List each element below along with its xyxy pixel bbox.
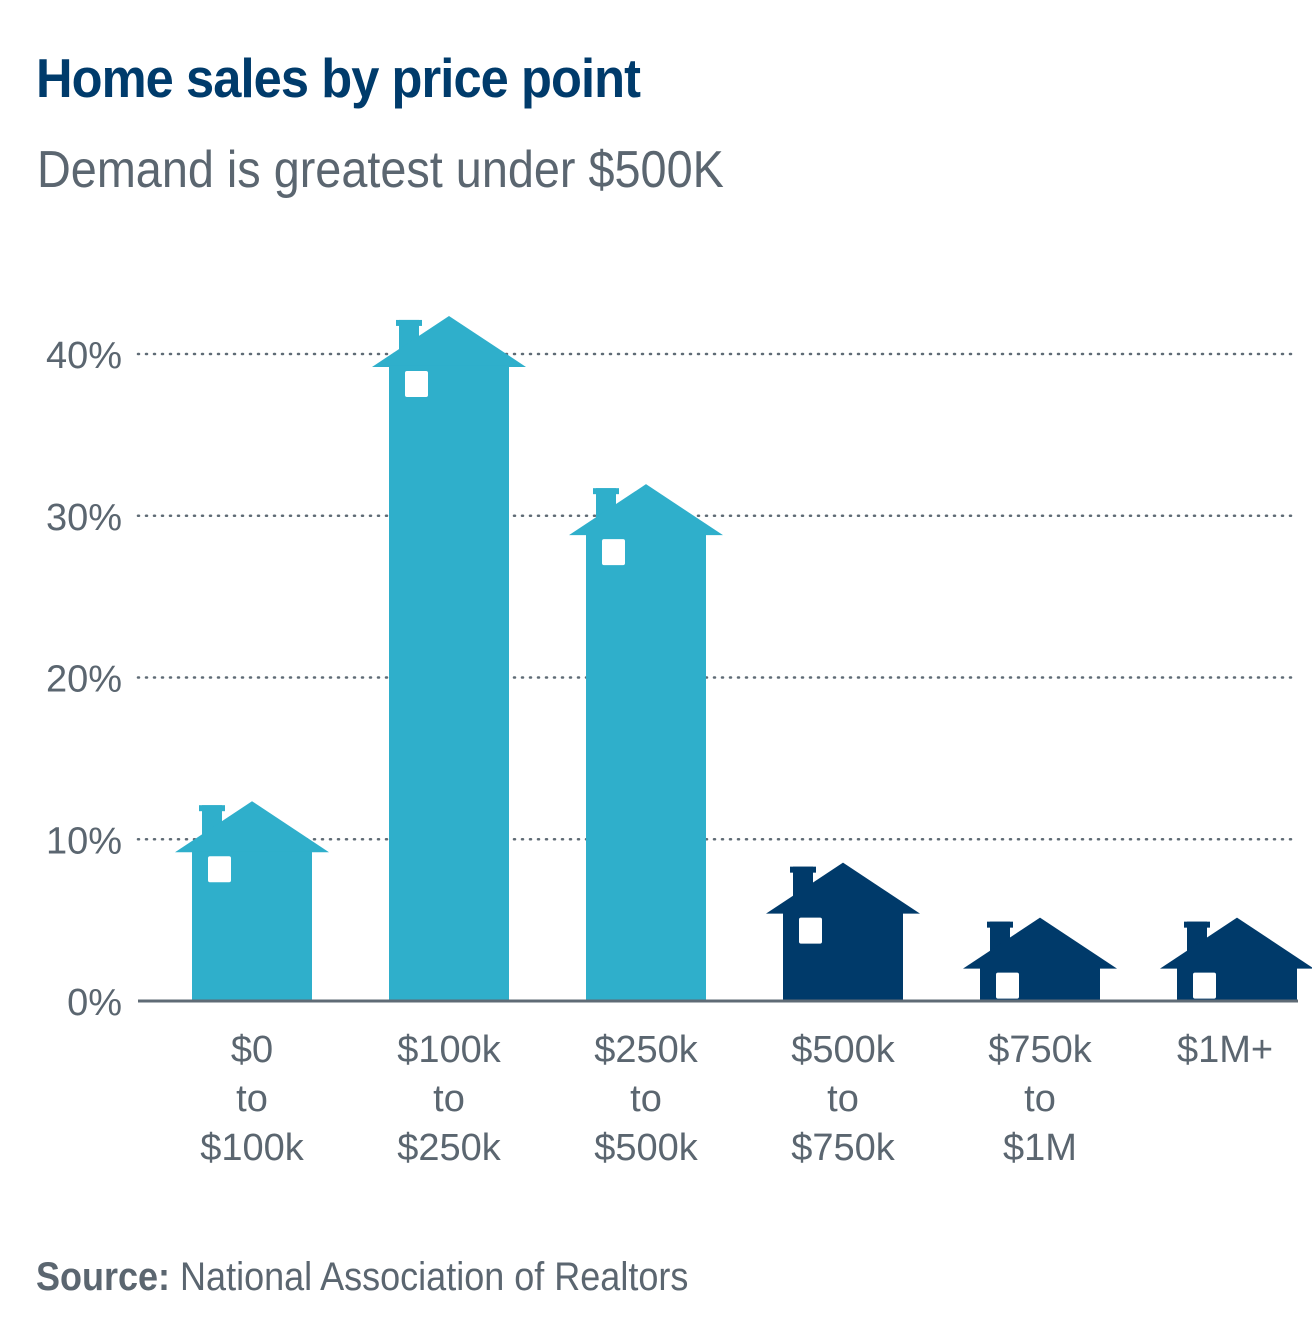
x-tick-label-line: $1M xyxy=(1003,1127,1077,1169)
x-tick-label: $0 to $100k xyxy=(200,1029,305,1169)
bar xyxy=(372,315,526,1001)
x-tick-label: $250k to $500k xyxy=(594,1029,699,1169)
bars xyxy=(175,315,1312,1001)
x-tick-label-line: $1M+ xyxy=(1177,1029,1273,1071)
gridlines xyxy=(136,352,1300,841)
window xyxy=(602,539,625,566)
x-tick-label-line: to xyxy=(236,1078,268,1120)
source-note: Source: National Association of Realtors xyxy=(36,1255,688,1300)
y-tick-label: 10% xyxy=(46,820,122,862)
bar xyxy=(963,917,1117,1001)
x-tick-label-line: to xyxy=(827,1078,859,1120)
y-tick-label: 40% xyxy=(46,335,122,377)
roof xyxy=(963,917,1117,969)
x-tick-label-line: to xyxy=(1024,1078,1056,1120)
x-tick-label-line: $500k xyxy=(791,1029,896,1071)
wall xyxy=(389,365,509,1001)
bar xyxy=(569,484,723,1001)
source-label: Source: xyxy=(36,1255,171,1299)
roof xyxy=(372,315,526,367)
x-tick-label-line: $750k xyxy=(791,1127,896,1169)
x-tick-label-line: $250k xyxy=(594,1029,699,1071)
y-axis: 0% 10% 20% 30% 40% xyxy=(46,335,122,1024)
wall xyxy=(586,534,706,1001)
x-tick-label-line: to xyxy=(433,1078,465,1120)
chart-title: Home sales by price point xyxy=(36,47,641,109)
bar xyxy=(175,801,329,1001)
x-tick-label: $500k to $750k xyxy=(791,1029,896,1169)
roof xyxy=(1160,917,1312,969)
x-tick-label-line: $750k xyxy=(988,1029,1093,1071)
y-tick-label: 20% xyxy=(46,659,122,701)
x-tick-label-line: $0 xyxy=(231,1029,273,1071)
x-tick-label: $750k to $1M xyxy=(988,1029,1093,1169)
x-tick-label-line: $100k xyxy=(397,1029,502,1071)
window xyxy=(208,856,231,883)
x-tick-label: $100k to $250k xyxy=(397,1029,502,1169)
window xyxy=(405,370,428,397)
bar xyxy=(766,862,920,1001)
window xyxy=(996,972,1019,999)
x-tick-label-line: $500k xyxy=(594,1127,699,1169)
x-tick-label-line: to xyxy=(630,1078,662,1120)
window xyxy=(799,917,822,944)
roof xyxy=(766,862,920,914)
source-text: National Association of Realtors xyxy=(180,1255,689,1299)
roof xyxy=(175,801,329,853)
chart-subtitle: Demand is greatest under $500K xyxy=(37,141,724,199)
x-axis: $0 to $100k $100k to $250k $250k to $500k $500k to… xyxy=(200,1029,1273,1169)
y-tick-label: 30% xyxy=(46,497,122,539)
x-tick-label: $1M+ xyxy=(1177,1029,1273,1071)
x-tick-label-line: $100k xyxy=(200,1127,305,1169)
y-tick-label: 0% xyxy=(67,982,122,1024)
bar xyxy=(1160,917,1312,1001)
roof xyxy=(569,484,723,536)
window xyxy=(1193,972,1216,999)
x-tick-label-line: $250k xyxy=(397,1127,502,1169)
